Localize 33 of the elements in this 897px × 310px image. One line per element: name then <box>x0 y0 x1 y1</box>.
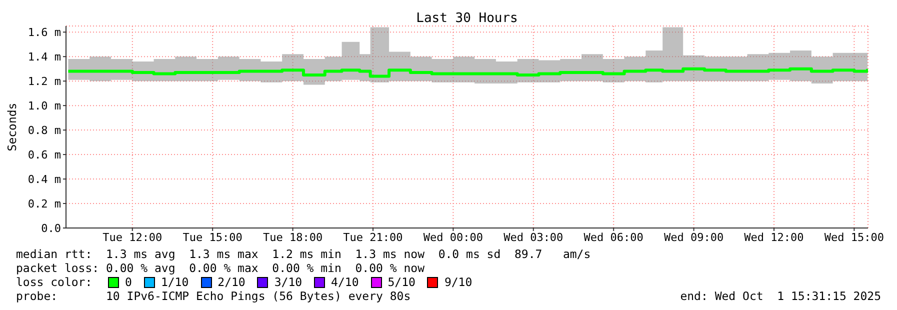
text: probe: 10 IPv6-ICMP Echo Pings (56 Bytes) every 80s <box>16 289 411 303</box>
x-tick-label: Tue 18:00 <box>262 230 323 244</box>
text: packet loss: 0.00 % avg 0.00 % max 0.00 % min 0.00 % now <box>16 261 424 275</box>
x-tick-label: Wed 12:00 <box>744 230 804 244</box>
legend-label: 9/10 <box>443 275 472 289</box>
y-tick-label: 1.2 m <box>28 74 62 88</box>
x-tick-label: Tue 15:00 <box>182 230 242 244</box>
legend-label: 4/10 <box>330 275 359 289</box>
y-tick-label: 0.0 <box>41 222 61 235</box>
y-tick-label: 0.8 m <box>28 124 62 137</box>
x-tick-label: Tue 12:00 <box>102 230 162 244</box>
x-tick-label: Wed 00:00 <box>423 230 483 244</box>
y-tick-label: 0.2 m <box>28 197 62 210</box>
y-tick-label: 0.4 m <box>28 172 62 186</box>
text: median rtt: 1.3 ms avg 1.3 ms max 1.2 ms min 1.3 ms now 0.0 ms sd 89.7 am/s <box>16 247 591 261</box>
text: end: Wed Oct 1 15:31:15 2025 <box>680 289 881 303</box>
legend-label: 0 <box>124 275 132 289</box>
x-tick-label: Wed 09:00 <box>664 230 724 244</box>
x-tick-label: Wed 15:00 <box>824 230 884 244</box>
legend-label: 5/10 <box>386 275 416 289</box>
legend-label: 3/10 <box>273 275 302 289</box>
y-tick-label: 1.4 m <box>28 50 62 64</box>
legend-label: 2/10 <box>216 275 246 289</box>
legend-title: loss color: <box>16 275 94 289</box>
x-tick-label: Wed 03:00 <box>504 230 564 244</box>
y-axis-title: Seconds <box>5 102 19 152</box>
y-tick-label: 1.0 m <box>28 99 62 112</box>
x-tick-label: Wed 06:00 <box>584 230 644 244</box>
x-tick-label: Tue 21:00 <box>343 230 403 244</box>
legend-label: 1/10 <box>160 275 189 289</box>
y-tick-label: 1.6 m <box>28 26 62 40</box>
y-tick-label: 0.6 m <box>28 148 62 162</box>
chart-title: Last 30 Hours <box>415 11 519 26</box>
